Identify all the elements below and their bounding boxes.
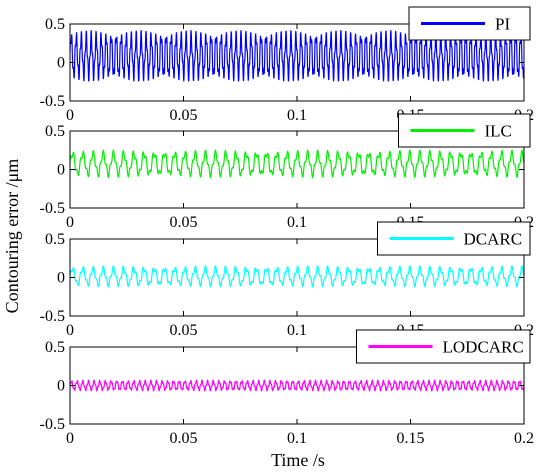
y-tick-label: 0.5 bbox=[45, 123, 65, 140]
x-tick-label: 0 bbox=[66, 214, 74, 231]
legend: PI bbox=[408, 6, 531, 41]
x-tick-label: 0.2 bbox=[514, 430, 534, 447]
series-line-dcarc bbox=[69, 265, 525, 288]
series-line-pi bbox=[69, 30, 525, 82]
x-tick-label: 0.1 bbox=[287, 214, 307, 231]
x-tick-label: 0 bbox=[66, 430, 74, 447]
y-tick-label: -0.5 bbox=[40, 308, 65, 325]
y-tick-label: 0.5 bbox=[45, 339, 65, 356]
x-tick-label: 0.05 bbox=[170, 322, 198, 339]
y-tick-label: 0 bbox=[57, 162, 65, 179]
y-tick-label: 0.5 bbox=[45, 16, 65, 33]
y-tick-label: -0.5 bbox=[40, 200, 65, 217]
x-tick-label: 0.05 bbox=[170, 430, 198, 447]
subplot-3: -0.500.500.050.10.150.2DCARC bbox=[40, 221, 534, 339]
subplot-1: -0.500.500.050.10.150.2PI bbox=[40, 6, 534, 124]
y-tick-label: -0.5 bbox=[40, 93, 65, 110]
y-tick-label: 0 bbox=[57, 270, 65, 287]
x-tick-label: 0 bbox=[66, 107, 74, 124]
series-line-lodcarc bbox=[69, 379, 525, 392]
subplot-group: -0.500.500.050.10.150.2PI-0.500.500.050.… bbox=[40, 6, 534, 447]
legend-label: LODCARC bbox=[443, 338, 524, 357]
x-tick-label: 0.05 bbox=[170, 107, 198, 124]
x-axis-label: Time /s bbox=[271, 450, 325, 470]
x-tick-label: 0.1 bbox=[287, 322, 307, 339]
y-tick-label: -0.5 bbox=[40, 416, 65, 433]
legend-label: PI bbox=[495, 15, 510, 34]
y-tick-label: 0 bbox=[57, 378, 65, 395]
y-tick-label: 0 bbox=[57, 55, 65, 72]
y-axis-label: Contouring error /μm bbox=[2, 159, 22, 314]
legend: LODCARC bbox=[356, 329, 531, 364]
x-tick-label: 0.1 bbox=[287, 107, 307, 124]
x-tick-label: 0.05 bbox=[170, 214, 198, 231]
x-tick-label: 0.15 bbox=[397, 430, 425, 447]
legend-label: ILC bbox=[485, 122, 512, 141]
legend-label: DCARC bbox=[464, 230, 523, 249]
subplot-2: -0.500.500.050.10.150.2ILC bbox=[40, 113, 534, 231]
x-tick-label: 0.1 bbox=[287, 430, 307, 447]
legend: ILC bbox=[398, 113, 531, 148]
y-tick-label: 0.5 bbox=[45, 231, 65, 248]
x-tick-label: 0 bbox=[66, 322, 74, 339]
legend: DCARC bbox=[377, 221, 531, 256]
series-line-ilc bbox=[69, 149, 525, 179]
